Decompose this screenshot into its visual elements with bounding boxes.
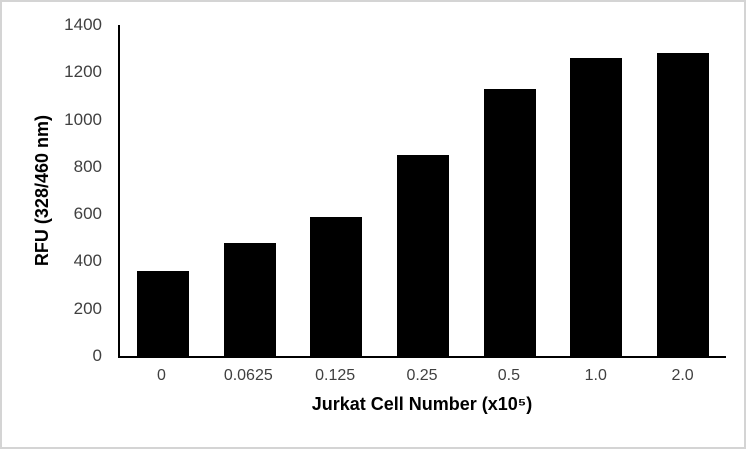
- bar-2.0: [656, 53, 709, 356]
- bar-1.0: [570, 58, 623, 356]
- y-tick-label: 1000: [64, 109, 102, 129]
- bar-0.0625: [223, 242, 276, 356]
- y-tick-label: 1200: [64, 62, 102, 82]
- bar-0: [137, 270, 190, 356]
- bars: [120, 25, 726, 356]
- bar-slot: [207, 25, 294, 356]
- bar-slot: [639, 25, 726, 356]
- y-tick-label: 400: [73, 251, 102, 271]
- bar-0.125: [310, 216, 363, 356]
- bar-slot: [293, 25, 380, 356]
- y-tick-label: 0: [92, 346, 102, 365]
- y-tick-label: 600: [73, 204, 102, 224]
- y-tick-label: 800: [73, 156, 102, 176]
- bar-slot: [120, 25, 207, 356]
- bar-0.5: [483, 88, 536, 356]
- x-tick-label: 0: [156, 367, 166, 384]
- plot-area: [118, 25, 726, 358]
- x-tick-label: 0.5: [497, 367, 520, 384]
- y-tick-label: 200: [73, 298, 102, 318]
- x-tick-label: 0.0625: [223, 367, 273, 384]
- y-axis-tick-labels: 0 200 400 600 800 1000 1200 1400: [2, 2, 102, 447]
- bar-slot: [466, 25, 553, 356]
- x-tick-label: 0.25: [406, 367, 438, 384]
- bar-slot: [553, 25, 640, 356]
- x-axis-title: Jurkat Cell Number (x10⁵): [311, 394, 533, 414]
- x-tick-label: 0.125: [315, 367, 356, 384]
- bar-slot: [380, 25, 467, 356]
- x-tick-label: 2.0: [671, 367, 694, 384]
- x-tick-label: 1.0: [584, 367, 607, 384]
- bar-0.25: [397, 155, 449, 356]
- y-tick-label: 1400: [64, 15, 102, 34]
- x-axis-tick-labels: 0 0.0625 0.125 0.25 0.5 1.0 2.0: [118, 366, 726, 386]
